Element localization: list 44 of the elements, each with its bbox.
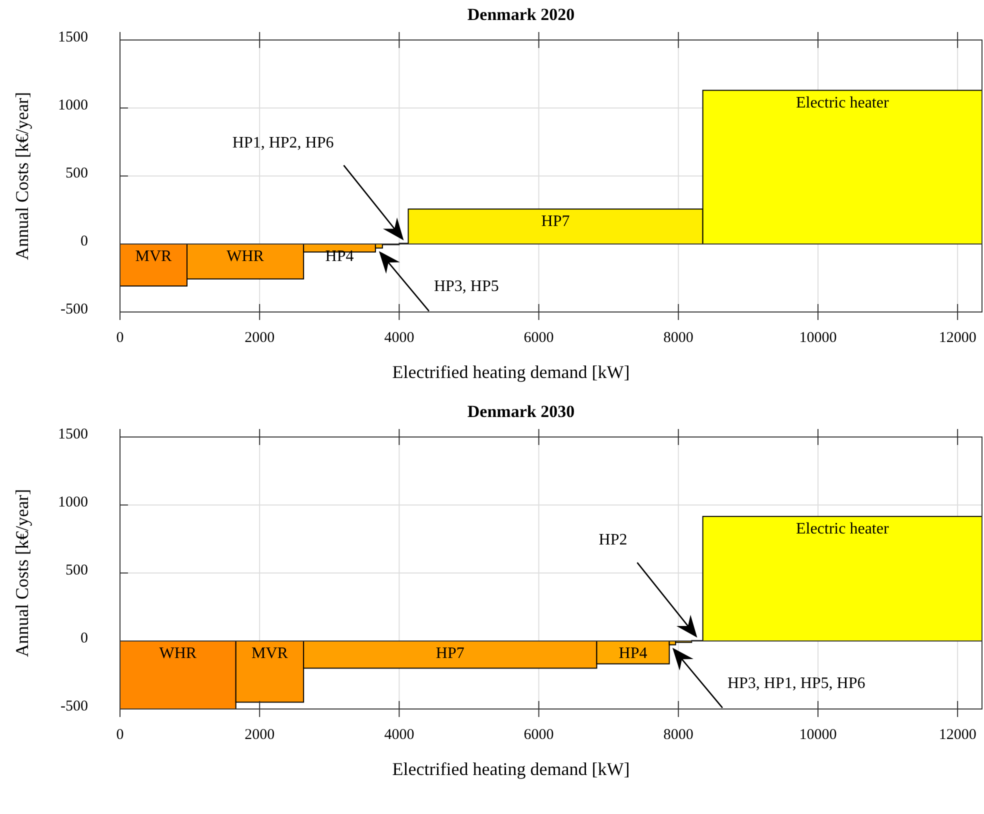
x-tick-label: 4000 [384,727,414,743]
annotation: HP3, HP1, HP5, HP6 [727,674,866,692]
y-axis-title: Annual Costs [k€/year] [12,92,32,260]
x-tick-label: 8000 [663,727,694,743]
x-tick-label: 12000 [938,330,976,346]
y-tick-label: -500 [60,302,88,318]
data-label: HP4 [618,645,648,662]
annotation: HP3, HP5 [434,278,499,296]
x-tick-label: 2000 [244,330,275,346]
x-tick-label: 8000 [663,330,694,346]
data-label: MVR [135,248,172,265]
y-tick-label: 0 [80,630,88,646]
data-label: WHR [159,645,197,662]
y-tick-label: 1000 [58,494,88,510]
x-tick-label: 10000 [799,330,837,346]
x-axis-title: Electrified heating demand [kW] [392,759,630,779]
x-tick-label: 10000 [799,727,837,743]
x-tick-label: 6000 [524,727,554,743]
x-tick-label: 12000 [938,727,976,743]
x-tick-label: 0 [116,330,124,346]
chart-title: Denmark 2030 [467,402,575,421]
x-tick-label: 2000 [244,727,275,743]
x-axis-title: Electrified heating demand [kW] [392,362,630,382]
data-label: HP4 [325,248,354,265]
data-label: Electric heater [796,94,890,112]
y-tick-label: 500 [66,166,88,182]
annotation: HP2 [598,532,628,549]
y-axis-title: Annual Costs [k€/year] [12,489,32,657]
data-label: Electric heater [796,520,890,538]
x-tick-label: 6000 [524,330,554,346]
data-label: HP7 [436,645,464,662]
annotation: HP1, HP2, HP6 [232,134,334,152]
x-tick-label: 4000 [384,330,414,346]
y-tick-label: 1500 [58,426,88,442]
y-tick-label: -500 [60,698,88,714]
y-tick-label: 1000 [58,98,88,114]
data-label: HP7 [541,213,570,230]
y-tick-label: 500 [66,562,88,578]
data-label: MVR [251,645,288,662]
y-tick-label: 0 [80,234,88,250]
x-tick-label: 0 [116,727,124,743]
chart-title: Denmark 2020 [467,5,575,24]
y-tick-label: 1500 [58,30,88,46]
data-label: WHR [226,248,264,265]
